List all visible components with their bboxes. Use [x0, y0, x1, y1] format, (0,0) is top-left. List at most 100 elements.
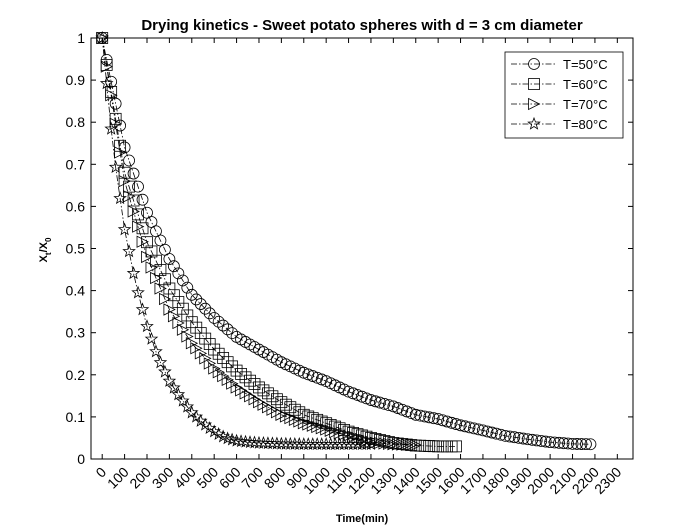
- series-point: [427, 412, 440, 425]
- series-point: [113, 191, 127, 205]
- y-tick-label: 1: [77, 30, 85, 46]
- series-point: [153, 355, 168, 369]
- series-point: [136, 193, 149, 206]
- series-point: [162, 373, 177, 387]
- series-star: [95, 30, 378, 451]
- series-point: [212, 315, 225, 328]
- series-point: [293, 406, 306, 419]
- series-point: [284, 401, 297, 414]
- series-point: [163, 303, 176, 316]
- series-point: [414, 409, 427, 422]
- series-point: [230, 364, 243, 377]
- series-point: [144, 331, 159, 345]
- y-axis-label-slash: /X: [38, 241, 50, 252]
- series-point: [104, 121, 118, 135]
- series-point: [158, 364, 172, 378]
- series-point: [135, 302, 150, 316]
- series-point: [320, 423, 333, 436]
- series-point: [562, 437, 574, 450]
- series-point: [374, 396, 386, 409]
- series-point: [159, 292, 172, 306]
- series-point: [243, 435, 257, 449]
- series-point: [315, 422, 329, 435]
- series-point: [382, 399, 395, 412]
- series-point: [374, 436, 387, 450]
- y-tick-label: 0.2: [66, 367, 86, 383]
- series-point: [108, 160, 123, 174]
- series-point: [463, 421, 476, 434]
- series-point: [544, 436, 557, 449]
- series-point: [333, 427, 346, 440]
- legend-label: T=70°C: [563, 97, 608, 112]
- series-point: [539, 435, 552, 448]
- series-point: [212, 366, 226, 379]
- series-point: [293, 415, 306, 428]
- series-point: [117, 222, 132, 236]
- series-circle: [96, 32, 597, 451]
- series-point: [432, 413, 445, 425]
- series-point: [208, 343, 221, 356]
- series-point: [238, 434, 253, 448]
- series-point: [122, 244, 136, 258]
- series-point: [454, 419, 467, 432]
- series-point: [481, 425, 494, 438]
- series-point: [566, 437, 579, 450]
- series-point: [571, 438, 583, 450]
- series-point: [329, 425, 342, 439]
- series-point: [472, 423, 485, 436]
- series-point: [288, 403, 301, 416]
- series-point: [127, 205, 140, 218]
- series-point: [132, 180, 144, 193]
- series-point: [580, 438, 592, 451]
- series-point: [382, 437, 396, 450]
- series-point: [221, 356, 234, 369]
- series-point: [185, 337, 199, 350]
- series-point: [364, 437, 378, 451]
- series-point: [535, 435, 548, 447]
- series-point: [584, 438, 597, 451]
- series-point: [167, 310, 181, 323]
- series-point: [131, 285, 145, 299]
- series-point: [503, 430, 516, 443]
- series-point: [450, 418, 462, 430]
- series-point: [288, 413, 302, 426]
- series-line: [101, 37, 591, 445]
- series-point: [123, 154, 135, 167]
- series-point: [235, 384, 248, 397]
- series-point: [512, 431, 525, 444]
- series-point: [275, 408, 288, 421]
- series-point: [171, 387, 186, 401]
- series-point: [126, 266, 141, 280]
- series-point: [359, 437, 374, 451]
- series-point: [302, 418, 315, 431]
- series-point: [226, 360, 238, 373]
- series-point: [284, 412, 297, 425]
- series-point: [123, 180, 135, 193]
- legend-label: T=80°C: [563, 117, 608, 132]
- series-point: [136, 222, 149, 235]
- legend-label: T=60°C: [563, 77, 608, 92]
- series-point: [141, 250, 154, 264]
- series-point: [220, 431, 235, 445]
- series-point: [508, 431, 521, 444]
- series-point: [396, 438, 409, 451]
- series-point: [145, 245, 158, 258]
- series-point: [387, 438, 400, 451]
- series-point: [423, 411, 436, 424]
- y-axis-label-sub1: t: [44, 252, 53, 255]
- series-point: [548, 436, 561, 449]
- series-point: [468, 422, 480, 435]
- series-point: [203, 357, 217, 370]
- series-point: [190, 293, 203, 306]
- y-tick-label: 0.5: [66, 241, 86, 257]
- series-point: [229, 433, 244, 447]
- series-point: [557, 437, 570, 450]
- series-point: [477, 424, 489, 437]
- y-tick-label: 0: [77, 451, 85, 467]
- series-point: [486, 426, 498, 439]
- series-point: [181, 330, 194, 343]
- y-tick-label: 0.1: [66, 409, 86, 425]
- series-point: [521, 433, 534, 446]
- series-point: [248, 378, 261, 390]
